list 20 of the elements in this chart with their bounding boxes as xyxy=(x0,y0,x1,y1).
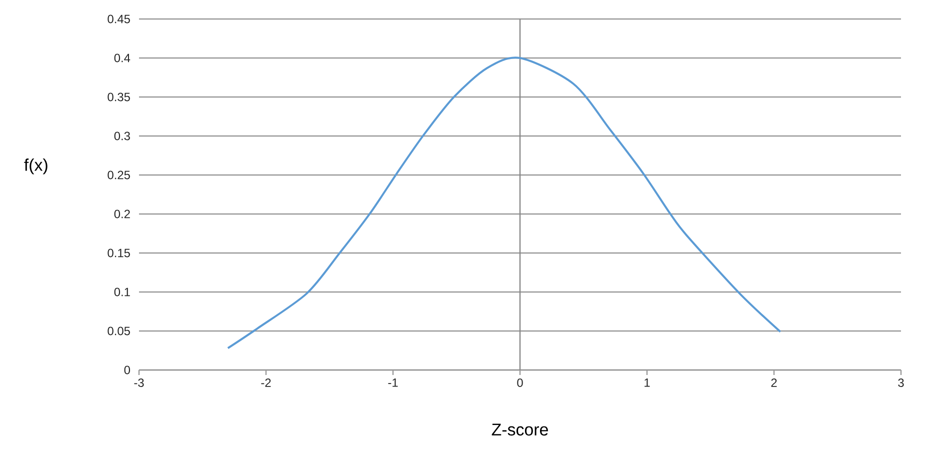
x-tick-label: 0 xyxy=(517,378,523,387)
x-tick-label: -3 xyxy=(134,378,144,387)
y-tick-label: 0.25 xyxy=(108,170,130,180)
y-tick-label: 0.15 xyxy=(108,248,130,258)
x-axis-title: Z-score xyxy=(492,424,548,436)
y-axis-title: f(x) xyxy=(24,158,48,174)
y-tick-label: 0 xyxy=(124,366,130,374)
y-tick-label: 0.2 xyxy=(114,210,130,218)
y-tick-label: 0.4 xyxy=(114,54,130,62)
y-tick-label: 0.05 xyxy=(108,326,130,336)
x-tick-label: 3 xyxy=(898,378,904,387)
x-tick-label: -2 xyxy=(261,378,271,387)
x-tick-label: -1 xyxy=(388,378,398,387)
x-tick-label: 1 xyxy=(644,378,650,387)
line-series xyxy=(226,56,782,350)
y-tick-label: 0.3 xyxy=(114,132,130,140)
y-tick-label: 0.45 xyxy=(108,14,130,24)
y-tick-label: 0.1 xyxy=(114,288,130,296)
x-tick-label: 2 xyxy=(771,378,777,387)
y-tick-label: 0.35 xyxy=(108,92,130,102)
